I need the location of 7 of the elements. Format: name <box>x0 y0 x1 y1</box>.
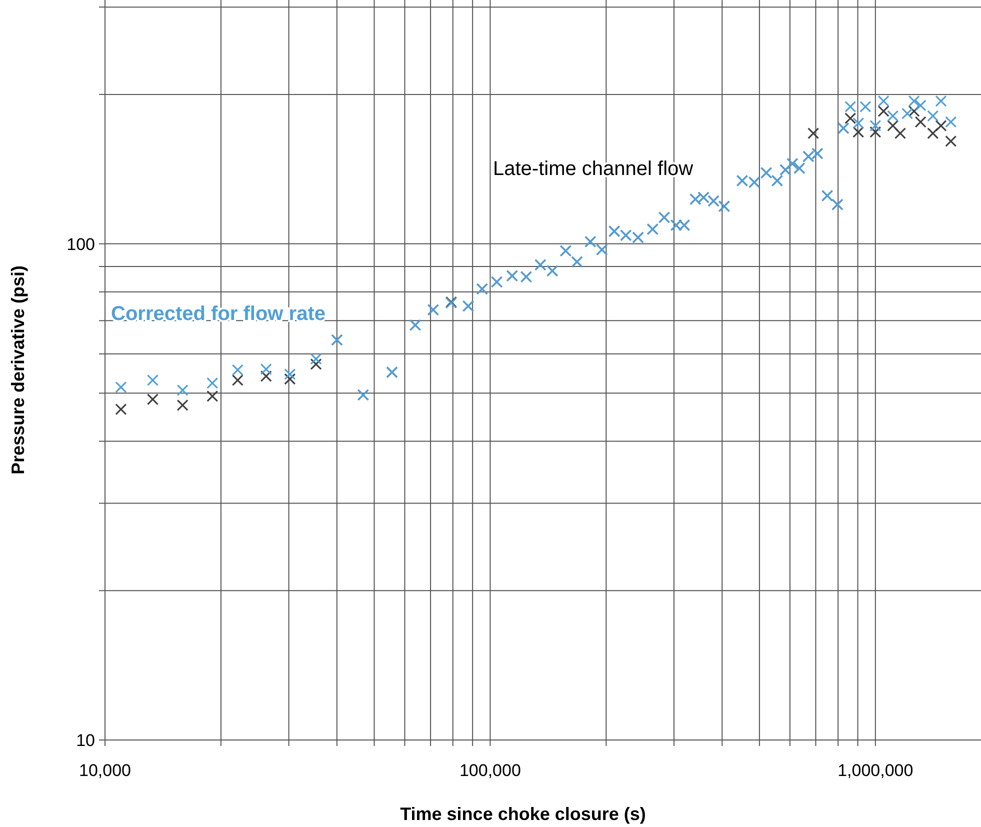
x-tick-label: 10,000 <box>79 761 131 780</box>
y-axis-title: Pressure derivative (psi) <box>8 265 28 475</box>
y-tick-label: 100 <box>66 234 95 254</box>
x-axis-title: Time since choke closure (s) <box>400 804 646 824</box>
y-tick-label: 10 <box>76 730 95 750</box>
x-tick-label: 100,000 <box>459 761 521 780</box>
x-tick-label: 1,000,000 <box>838 761 914 780</box>
